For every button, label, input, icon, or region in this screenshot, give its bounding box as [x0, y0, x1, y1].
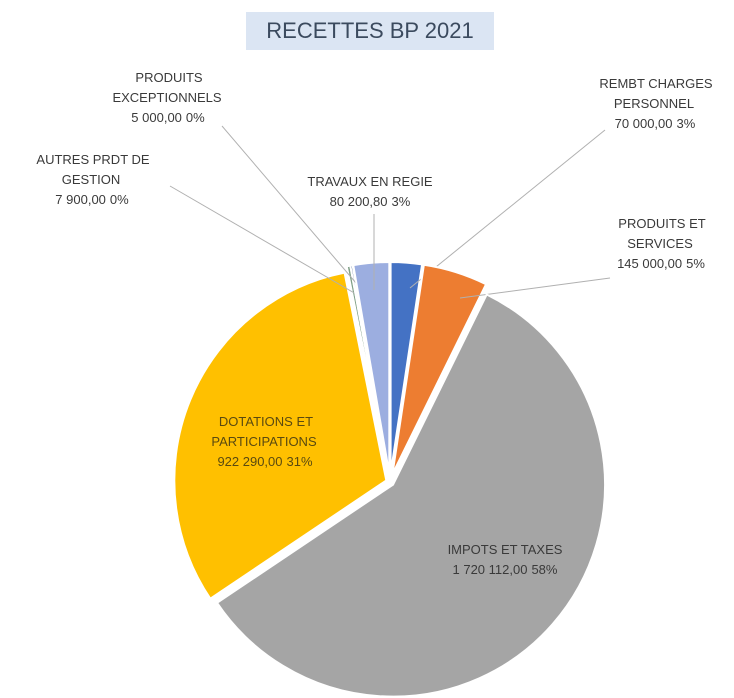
category-name: IMPOTS ET TAXES	[447, 542, 563, 557]
pie-slice	[352, 261, 391, 475]
data-label: REMBT CHARGES PERSONNEL 70 000,00 3%	[580, 74, 730, 134]
data-label: TRAVAUX EN REGIE 80 200,80 3%	[280, 172, 460, 212]
category-name: AUTRES PRDT DE GESTION	[36, 152, 150, 187]
data-label: PRODUITS ET SERVICES 145 000,00 5%	[600, 214, 722, 274]
category-name: DOTATIONS ET PARTICIPATIONS	[211, 414, 317, 449]
data-label: DOTATIONS ET PARTICIPATIONS 922 290,00 31%	[180, 412, 350, 472]
data-label: PRODUITS EXCEPTIONNELS 5 000,00 0%	[98, 68, 238, 128]
percent-label: 5%	[686, 256, 705, 271]
leader-line	[459, 277, 611, 299]
value-label: 7 900,00	[55, 192, 106, 207]
category-name: REMBT CHARGES PERSONNEL	[599, 76, 713, 111]
value-label: 1 720 112,00	[452, 562, 528, 577]
pie-slice	[173, 271, 388, 601]
category-name: TRAVAUX EN REGIE	[307, 174, 433, 189]
chart-title: RECETTES BP 2021	[246, 12, 494, 50]
category-name: PRODUITS EXCEPTIONNELS	[112, 70, 222, 105]
percent-label: 3%	[676, 116, 696, 131]
value-label: 5 000,00	[131, 110, 182, 125]
value-label: 70 000,00	[614, 116, 673, 131]
data-label: IMPOTS ET TAXES 1 720 112,00 58%	[400, 540, 610, 580]
percent-label: 31%	[286, 454, 313, 469]
leader-line	[409, 129, 606, 289]
pie-slice	[391, 263, 488, 475]
value-label: 80 200,80	[329, 194, 388, 209]
pie-slice	[215, 293, 606, 698]
leader-line	[169, 185, 357, 295]
data-label: AUTRES PRDT DE GESTION 7 900,00 0%	[8, 150, 176, 210]
percent-label: 0%	[109, 192, 129, 207]
value-label: 145 000,00	[617, 256, 683, 271]
percent-label: 58%	[531, 562, 558, 577]
category-name: PRODUITS ET SERVICES	[618, 216, 706, 251]
percent-label: 0%	[185, 110, 205, 125]
value-label: 922 290,00	[217, 454, 283, 469]
leader-line	[221, 125, 363, 291]
pie-slice	[389, 261, 424, 475]
percent-label: 3%	[391, 194, 411, 209]
